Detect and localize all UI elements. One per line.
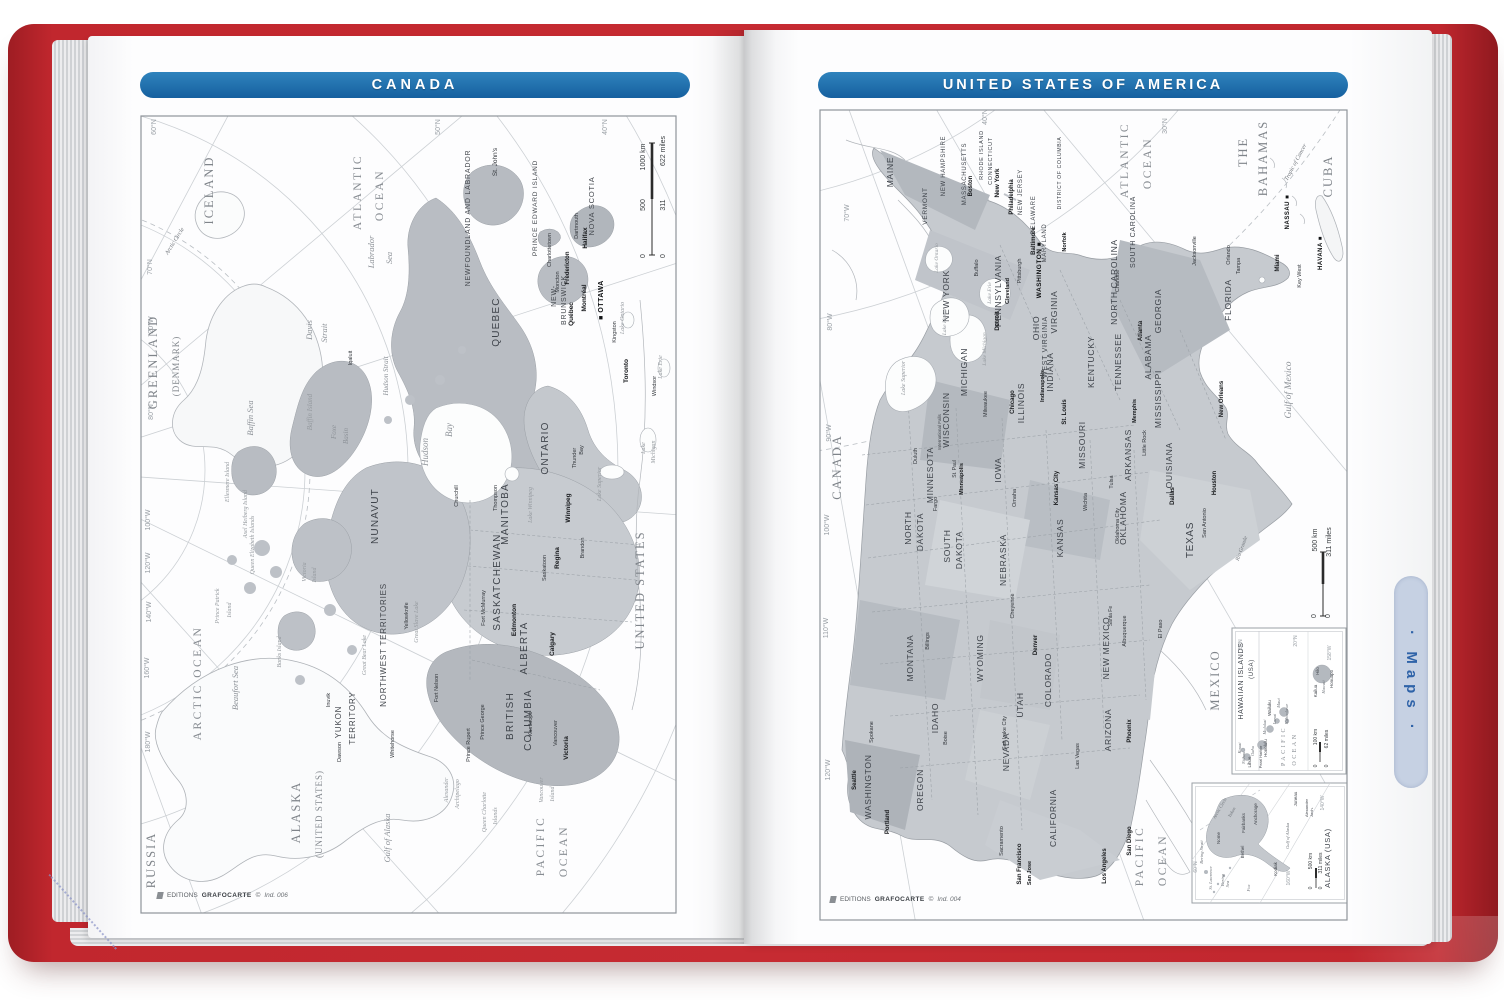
page-title-canada: CANADA [140,72,690,98]
publisher-logo-icon [829,896,837,903]
imprint-copyright: © [255,892,261,899]
imprint-publisher: EDITIONS [840,896,871,903]
page-stack-right-edge [1428,34,1452,942]
page-canada [88,36,744,938]
page-title-usa: UNITED STATES OF AMERICA [818,72,1348,98]
maps-tab-label: · Maps · [1402,629,1420,735]
imprint-brand: GRAFOCARTE [201,892,252,899]
publisher-logo-icon [156,892,164,899]
page-usa [744,30,1432,944]
imprint-publisher: EDITIONS [167,892,198,899]
imprint-brand: GRAFOCARTE [874,896,925,903]
imprint-canada: EDITIONS GRAFOCARTE © Ind. 006 [156,892,288,899]
imprint-index: Ind. 006 [264,892,288,899]
imprint-copyright: © [928,896,934,903]
imprint-usa: EDITIONS GRAFOCARTE © Ind. 004 [829,896,961,903]
page-stack-left-edge [52,40,92,922]
imprint-index: Ind. 004 [937,896,961,903]
maps-section-tab[interactable]: · Maps · [1394,576,1428,788]
